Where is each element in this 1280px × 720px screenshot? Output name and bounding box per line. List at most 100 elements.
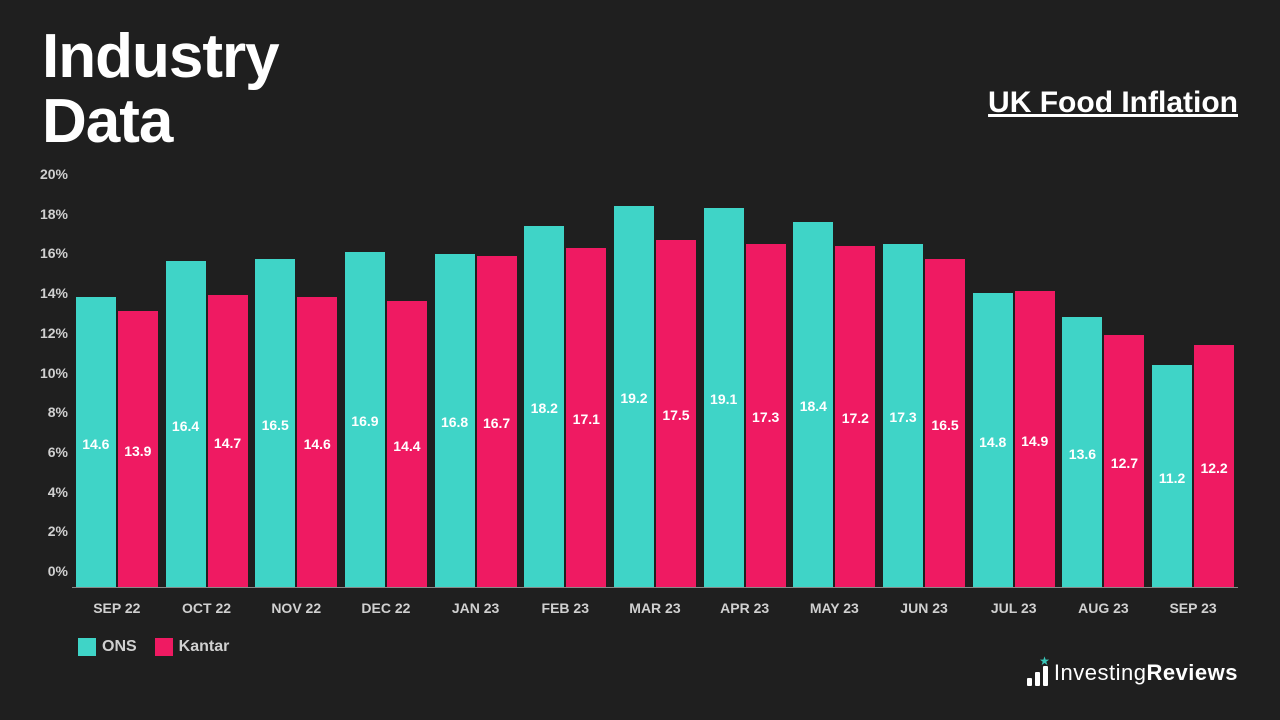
title-line2: Data: [42, 89, 279, 154]
bar: 17.2: [835, 246, 875, 587]
logo-text-light: Investing: [1054, 660, 1147, 685]
bar-value-label: 14.4: [393, 438, 420, 454]
bar: 16.5: [255, 259, 295, 587]
bar: 13.9: [118, 311, 158, 587]
bar-group: 16.4 14.7: [162, 190, 252, 587]
legend: ONS Kantar: [78, 638, 229, 656]
bar: 11.2: [1152, 365, 1192, 587]
ytick-label: 20%: [28, 166, 68, 182]
bar: 14.4: [387, 301, 427, 587]
bar: 19.1: [704, 208, 744, 587]
logo-text: InvestingReviews: [1054, 660, 1238, 686]
bar: 14.7: [208, 295, 248, 587]
xlabel: OCT 22: [162, 592, 252, 620]
bar: 14.6: [297, 297, 337, 587]
xlabel: DEC 22: [341, 592, 431, 620]
legend-item-kantar: Kantar: [155, 638, 230, 656]
ytick-label: 10%: [28, 365, 68, 381]
bar: 16.9: [345, 252, 385, 587]
bar-group: 14.8 14.9: [969, 190, 1059, 587]
bar: 18.4: [793, 222, 833, 587]
header: Industry Data UK Food Inflation: [42, 24, 1238, 154]
bar-value-label: 17.3: [889, 409, 916, 425]
bar-value-label: 18.4: [800, 398, 827, 414]
legend-swatch-kantar: [155, 638, 173, 656]
bar-value-label: 14.9: [1021, 433, 1048, 449]
bar-group: 14.613.9: [72, 190, 162, 587]
legend-label-kantar: Kantar: [179, 638, 230, 656]
xlabel: FEB 23: [520, 592, 610, 620]
bar-value-label: 14.7: [214, 435, 241, 451]
bar-group: 17.3 16.5: [879, 190, 969, 587]
bar-value-label: 14.8: [979, 434, 1006, 450]
ytick-label: 2%: [28, 523, 68, 539]
ytick-label: 0%: [28, 563, 68, 579]
bar: 13.6: [1062, 317, 1102, 587]
bar-group: 19.1 17.3: [700, 190, 790, 587]
star-icon: ★: [1039, 654, 1050, 668]
xlabel: JUN 23: [879, 592, 969, 620]
logo-text-bold: Reviews: [1146, 660, 1238, 685]
bar: 14.8: [973, 293, 1013, 587]
bar-group: 18.2 17.1: [520, 190, 610, 587]
xlabel: JAN 23: [431, 592, 521, 620]
legend-item-ons: ONS: [78, 638, 137, 656]
ytick-label: 18%: [28, 206, 68, 222]
bar-value-label: 16.4: [172, 418, 199, 434]
xlabel: AUG 23: [1059, 592, 1149, 620]
bar: 16.5: [925, 259, 965, 587]
legend-label-ons: ONS: [102, 638, 137, 656]
bar-value-label: 13.9: [124, 443, 151, 459]
bar-value-label: 13.6: [1069, 446, 1096, 462]
legend-swatch-ons: [78, 638, 96, 656]
bar-group: 16.8 16.7: [431, 190, 521, 587]
chart-plot: 14.613.9 16.4 14.7 16.5 14.6 16.9 14.4 16.8 16.7…: [72, 190, 1238, 588]
bar-value-label: 17.5: [662, 407, 689, 423]
bar: 19.2: [614, 206, 654, 587]
page-title: Industry Data: [42, 24, 279, 154]
logo-bars-icon: ★: [1027, 666, 1048, 686]
bar: 12.2: [1194, 345, 1234, 587]
bar-value-label: 17.1: [573, 411, 600, 427]
xlabel: APR 23: [700, 592, 790, 620]
bar-value-label: 17.2: [842, 410, 869, 426]
title-line1: Industry: [42, 24, 279, 89]
bar-value-label: 16.8: [441, 414, 468, 430]
bar-value-label: 12.2: [1200, 460, 1227, 476]
xlabel: MAY 23: [790, 592, 880, 620]
bar: 12.7: [1104, 335, 1144, 587]
bar-group: 19.2 17.5: [610, 190, 700, 587]
bar: 17.3: [883, 244, 923, 587]
chart-bars: 14.613.9 16.4 14.7 16.5 14.6 16.9 14.4 16.8 16.7…: [72, 190, 1238, 587]
xlabel: NOV 22: [251, 592, 341, 620]
ytick-label: 14%: [28, 285, 68, 301]
bar: 18.2: [524, 226, 564, 587]
bar-value-label: 19.1: [710, 391, 737, 407]
bar: 17.3: [746, 244, 786, 587]
bar-value-label: 16.5: [931, 417, 958, 433]
bar-value-label: 19.2: [620, 390, 647, 406]
bar: 16.4: [166, 261, 206, 587]
chart-xaxis: SEP 22OCT 22NOV 22DEC 22JAN 23FEB 23MAR …: [72, 592, 1238, 620]
bar: 16.7: [477, 256, 517, 587]
bar-value-label: 16.9: [351, 413, 378, 429]
chart-subtitle: UK Food Inflation: [988, 86, 1238, 120]
chart: 14.613.9 16.4 14.7 16.5 14.6 16.9 14.4 16.8 16.7…: [72, 190, 1238, 620]
bar-group: 13.6 12.7: [1059, 190, 1149, 587]
ytick-label: 12%: [28, 325, 68, 341]
ytick-label: 8%: [28, 404, 68, 420]
bar-group: 16.5 14.6: [251, 190, 341, 587]
xlabel: MAR 23: [610, 592, 700, 620]
xlabel: SEP 22: [72, 592, 162, 620]
bar: 14.9: [1015, 291, 1055, 587]
xlabel: SEP 23: [1148, 592, 1238, 620]
bar-value-label: 12.7: [1111, 455, 1138, 471]
bar-group: 16.9 14.4: [341, 190, 431, 587]
bar: 16.8: [435, 254, 475, 587]
bar: 17.1: [566, 248, 606, 587]
bar-value-label: 14.6: [304, 436, 331, 452]
ytick-label: 4%: [28, 484, 68, 500]
bar: 17.5: [656, 240, 696, 587]
bar-group: 18.4 17.2: [790, 190, 880, 587]
bar-group: 11.2 12.2: [1148, 190, 1238, 587]
